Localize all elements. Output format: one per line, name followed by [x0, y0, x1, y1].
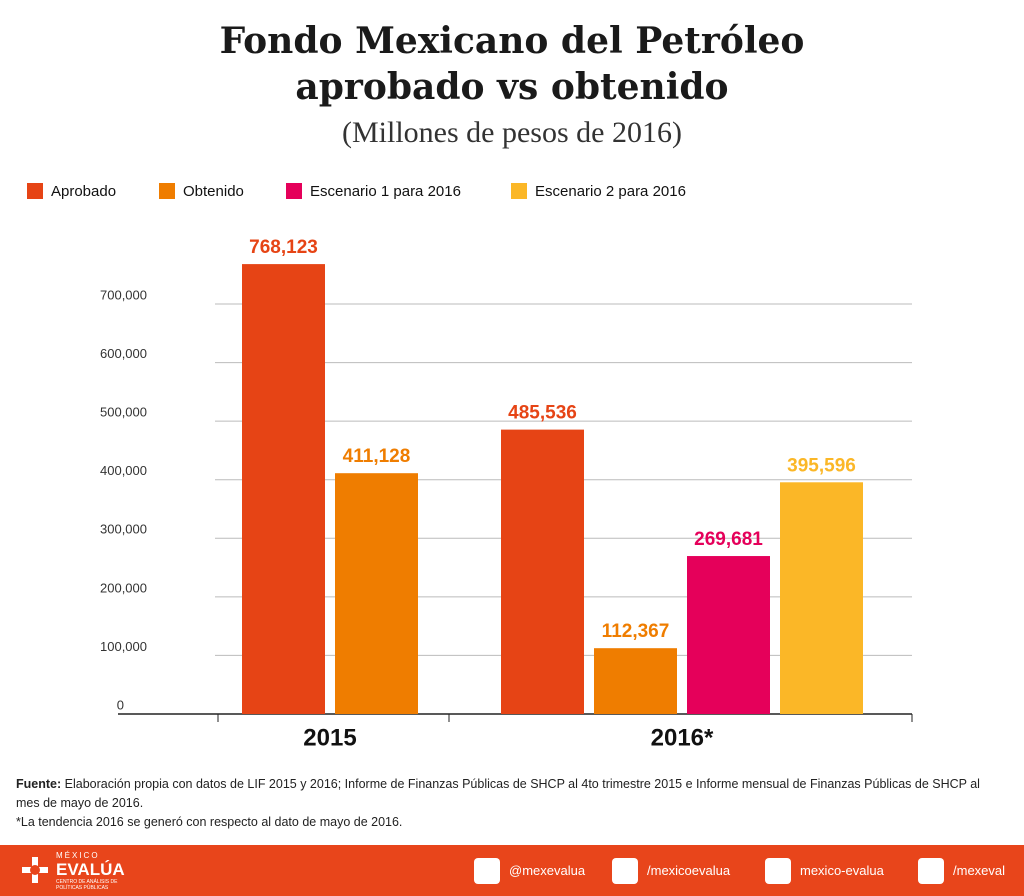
value-label: 269,681: [694, 529, 763, 550]
social-icon[interactable]: [765, 858, 791, 884]
chart-title: aprobado vs obtenido: [295, 66, 729, 108]
social-icon[interactable]: [918, 858, 944, 884]
y-tick-label: 600,000: [100, 346, 147, 361]
x-tick-label: 2015: [303, 724, 356, 751]
chart: 0 100,000 200,000 300,000 400,000 500,000 600,…: [27, 183, 913, 751]
value-label: 485,536: [508, 403, 577, 424]
y-tick-label: 500,000: [100, 405, 147, 420]
social-handle[interactable]: /mexicoevalua: [647, 863, 731, 878]
bar: [780, 482, 863, 714]
brand-tagline: CENTRO DE ANÁLISIS DE POLÍTICAS PÚBLICAS: [56, 879, 118, 891]
bar: [594, 648, 677, 714]
bar: [687, 556, 770, 714]
y-tick-label: 200,000: [100, 580, 147, 595]
bar: [242, 264, 325, 714]
bar: [501, 429, 584, 714]
social-handle[interactable]: /mexeval: [953, 863, 1006, 878]
legend-swatch: [511, 183, 527, 199]
footnote: *La tendencia 2016 se generó con respect…: [16, 815, 403, 829]
x-tick-label: 2016*: [651, 724, 714, 751]
y-tick-label: 700,000: [100, 287, 147, 302]
value-label: 395,596: [787, 455, 856, 476]
legend-label: Obtenido: [183, 183, 244, 200]
value-label: 112,367: [602, 621, 670, 642]
social-handle[interactable]: @mexevalua: [509, 863, 586, 878]
value-label: 768,123: [249, 237, 318, 258]
social-icon[interactable]: [612, 858, 638, 884]
brand-logo: [22, 857, 48, 883]
y-tick-label: 300,000: [100, 522, 147, 537]
legend-label: Escenario 1 para 2016: [310, 183, 461, 200]
source-text: Elaboración propia con datos de LIF 2015…: [16, 777, 980, 810]
legend-swatch: [27, 183, 43, 199]
y-tick-label: 400,000: [100, 463, 147, 478]
chart-subtitle: (Millones de pesos de 2016): [342, 116, 682, 149]
footer-band: MÉXICO EVALÚA CENTRO DE ANÁLISIS DE POLÍ…: [0, 845, 1024, 896]
y-tick-label: 100,000: [100, 639, 147, 654]
y-tick-label: 0: [117, 697, 124, 712]
legend-swatch: [159, 183, 175, 199]
source-label: Fuente:: [16, 777, 62, 791]
value-label: 411,128: [343, 446, 411, 467]
bar: [335, 473, 418, 714]
source-note: Fuente: Elaboración propia con datos de …: [16, 775, 1006, 813]
social-handle[interactable]: mexico-evalua: [800, 863, 884, 878]
legend-label: Aprobado: [51, 183, 116, 200]
chart-title: Fondo Mexicano del Petróleo: [219, 20, 805, 62]
social-icon[interactable]: [474, 858, 500, 884]
brand-name: EVALÚA: [56, 860, 125, 879]
legend-label: Escenario 2 para 2016: [535, 183, 686, 200]
legend-swatch: [286, 183, 302, 199]
brand-top: MÉXICO: [56, 851, 100, 860]
